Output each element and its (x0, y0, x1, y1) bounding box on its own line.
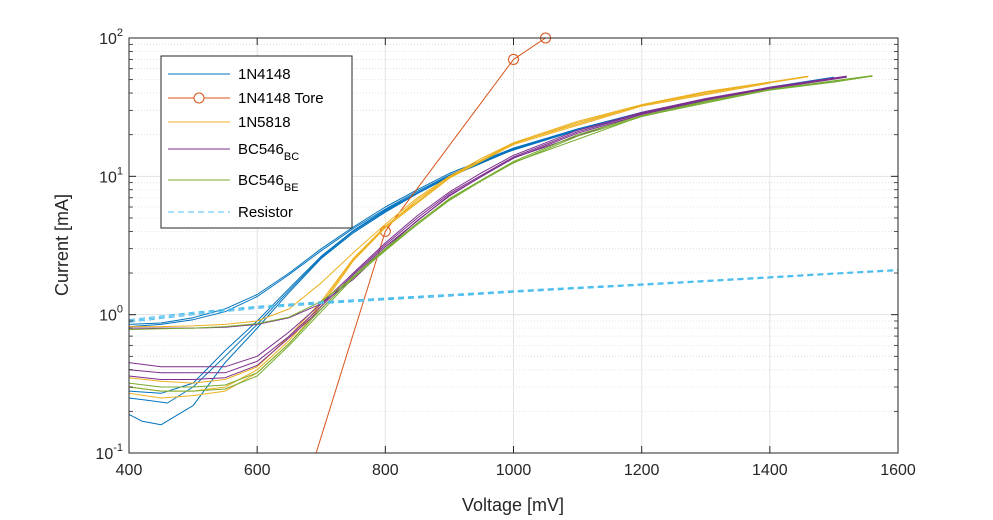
x-tick-label: 400 (116, 462, 143, 479)
series-bc546-bc (128, 75, 847, 380)
legend-box (160, 55, 353, 229)
series-line (128, 76, 847, 374)
series-line (129, 75, 809, 328)
x-tick-labels: 400 600 800 1000 1200 1400 1600 (116, 462, 916, 479)
legend: 1N4148 1N4148 Tore 1N5818 BC546BC BC546BE Res… (160, 55, 353, 229)
y-tick-label: 100 (99, 304, 123, 325)
series-line (128, 75, 873, 388)
x-tick-label: 1600 (880, 462, 916, 479)
legend-label: Resistor (238, 204, 293, 221)
series-line (128, 269, 899, 321)
y-tick-label: 101 (99, 165, 123, 186)
legend-label: BC546BC (238, 141, 299, 163)
legend-label: 1N4148 (238, 66, 291, 83)
series-line (128, 269, 899, 322)
x-tick-label: 800 (372, 462, 399, 479)
legend-item: Resistor (168, 204, 293, 221)
x-axis-title: Voltage [mV] (462, 495, 564, 515)
x-tick-label: 1400 (752, 462, 788, 479)
series-line (315, 37, 546, 454)
legend-item: 1N5818 (168, 114, 291, 131)
series-line (128, 75, 873, 392)
ticks-layer (128, 37, 899, 454)
y-axis-title: Current [mA] (52, 194, 72, 296)
x-tick-label: 600 (244, 462, 271, 479)
y-tick-label: 102 (99, 27, 123, 48)
series-line (128, 75, 847, 368)
legend-item: 1N4148 (168, 66, 291, 83)
legend-label: BC546BE (238, 172, 299, 194)
series-1n4148-tore (315, 32, 552, 454)
legend-item: BC546BE (168, 172, 299, 194)
data-point-marker (508, 53, 519, 65)
x-tick-label: 1000 (496, 462, 532, 479)
legend-marker (193, 92, 205, 104)
series-line (128, 270, 899, 323)
legend-label: 1N5818 (238, 114, 291, 131)
series-layer (128, 32, 899, 454)
legend-item: BC546BC (168, 141, 299, 163)
y-tick-labels: 10-1 100 101 102 (95, 27, 123, 463)
series-bc546-be (128, 75, 873, 392)
y-tick-label: 10-1 (95, 442, 123, 463)
legend-item: 1N4148 Tore (168, 90, 324, 107)
x-tick-label: 1200 (624, 462, 660, 479)
series-resistor (128, 269, 899, 323)
legend-label: 1N4148 Tore (238, 90, 324, 107)
